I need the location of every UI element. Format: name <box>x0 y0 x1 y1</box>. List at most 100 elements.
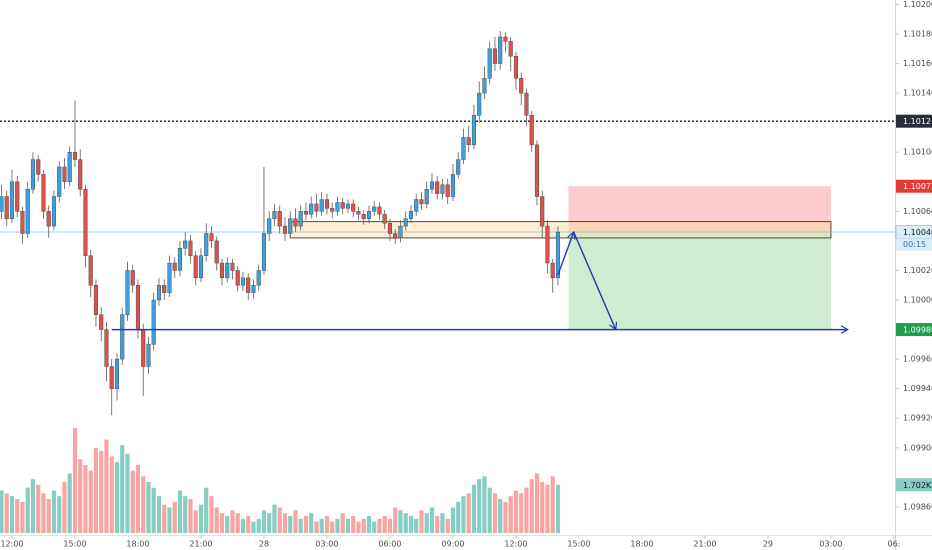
candle-body <box>319 199 324 212</box>
volume-bar <box>125 453 130 533</box>
x-tick-label: 18:00 <box>630 540 653 549</box>
candle-body <box>466 137 471 146</box>
candle-body <box>477 92 482 116</box>
candle-body <box>146 344 151 367</box>
x-tick-label: 15:00 <box>567 540 590 549</box>
candle-body <box>498 36 503 64</box>
volume-bar <box>256 518 261 533</box>
candle-body <box>440 184 445 194</box>
candle-body <box>162 285 167 293</box>
candle-body <box>345 203 350 209</box>
volume-bar <box>445 518 450 533</box>
volume-bar <box>25 487 30 533</box>
candle-body <box>230 262 235 271</box>
candle-body <box>293 218 298 227</box>
candle-body <box>387 222 392 234</box>
candle-body <box>219 262 225 279</box>
candle-body <box>487 48 492 79</box>
candle-body <box>141 329 146 367</box>
y-tick-label: 1.09860 <box>903 502 932 511</box>
candle-body <box>403 218 408 227</box>
candle-body <box>335 202 340 212</box>
candle-body <box>9 181 15 219</box>
volume-tag-label: 1.702K <box>903 481 932 490</box>
volume-bar <box>41 493 46 533</box>
candle-body <box>408 211 413 219</box>
candle-body <box>351 203 356 212</box>
volume-bar <box>550 476 555 533</box>
volume-bar <box>30 479 36 533</box>
y-tick-label: 1.10020 <box>903 266 932 275</box>
candle-body <box>256 270 261 286</box>
y-tick-label: 1.10160 <box>903 59 932 68</box>
volume-bar <box>104 439 109 533</box>
candle-body <box>314 203 319 212</box>
candle-body <box>356 211 361 215</box>
volume-bar <box>403 513 408 533</box>
candle-body <box>267 218 272 234</box>
candle-body <box>429 181 434 190</box>
candle-body <box>272 211 277 219</box>
volume-bar <box>177 490 183 533</box>
candle-body <box>377 206 382 215</box>
candle-body <box>15 181 20 212</box>
candle-body <box>109 366 114 389</box>
volume-bar <box>456 501 461 533</box>
candle-body <box>72 152 78 160</box>
volume-bar <box>424 513 429 533</box>
volume-bar <box>282 513 288 533</box>
candle-body <box>540 196 545 227</box>
candle-body <box>309 203 314 215</box>
volume-bar <box>151 487 156 533</box>
volume-bar <box>172 501 177 533</box>
x-tick-label: 09:00 <box>441 540 464 549</box>
volume-bar <box>225 516 230 533</box>
volume-bar <box>398 510 403 533</box>
price-tag-label: 1.09980 <box>903 326 932 335</box>
volume-bar <box>382 516 387 533</box>
volume-bar <box>435 516 440 533</box>
candle-body <box>529 115 534 146</box>
volume-bar <box>78 459 83 533</box>
volume-bar <box>0 490 4 533</box>
y-tick-label: 1.10060 <box>903 207 932 216</box>
x-tick-label: 03:00 <box>819 540 842 549</box>
candle-body <box>414 199 419 212</box>
volume-bar <box>492 493 498 533</box>
candle-body <box>177 248 183 271</box>
candle-body <box>419 199 424 205</box>
plot-area <box>0 31 895 533</box>
volume-bar <box>293 510 298 533</box>
candle-body <box>288 218 293 234</box>
volume-bar <box>120 445 125 533</box>
candle-body <box>513 55 518 79</box>
candle-body <box>41 174 46 212</box>
x-tick-label: 21:00 <box>189 540 212 549</box>
volume-tag <box>896 478 932 492</box>
candle-body <box>435 181 440 194</box>
volume-bar <box>261 510 267 533</box>
volume-bar <box>393 507 398 533</box>
volume-bar <box>15 499 20 533</box>
volume-bar <box>361 518 366 533</box>
candle-body <box>471 115 476 146</box>
candle-body <box>120 314 125 360</box>
volume-bar <box>503 501 508 533</box>
candle-body <box>167 262 172 293</box>
volume-bar <box>545 484 550 533</box>
candle-body <box>445 184 450 197</box>
projection-leg <box>573 231 616 330</box>
candle-body <box>214 240 219 264</box>
candle-body <box>450 174 455 197</box>
candle-body <box>340 202 345 209</box>
y-tick-label: 1.09920 <box>903 414 932 423</box>
x-tick-label: 06: <box>888 540 901 549</box>
candle-body <box>193 255 198 279</box>
candle-body <box>62 166 67 182</box>
candle-body <box>30 159 36 190</box>
candle-body <box>114 358 120 389</box>
volume-bar <box>340 513 345 533</box>
candle-body <box>51 196 57 227</box>
